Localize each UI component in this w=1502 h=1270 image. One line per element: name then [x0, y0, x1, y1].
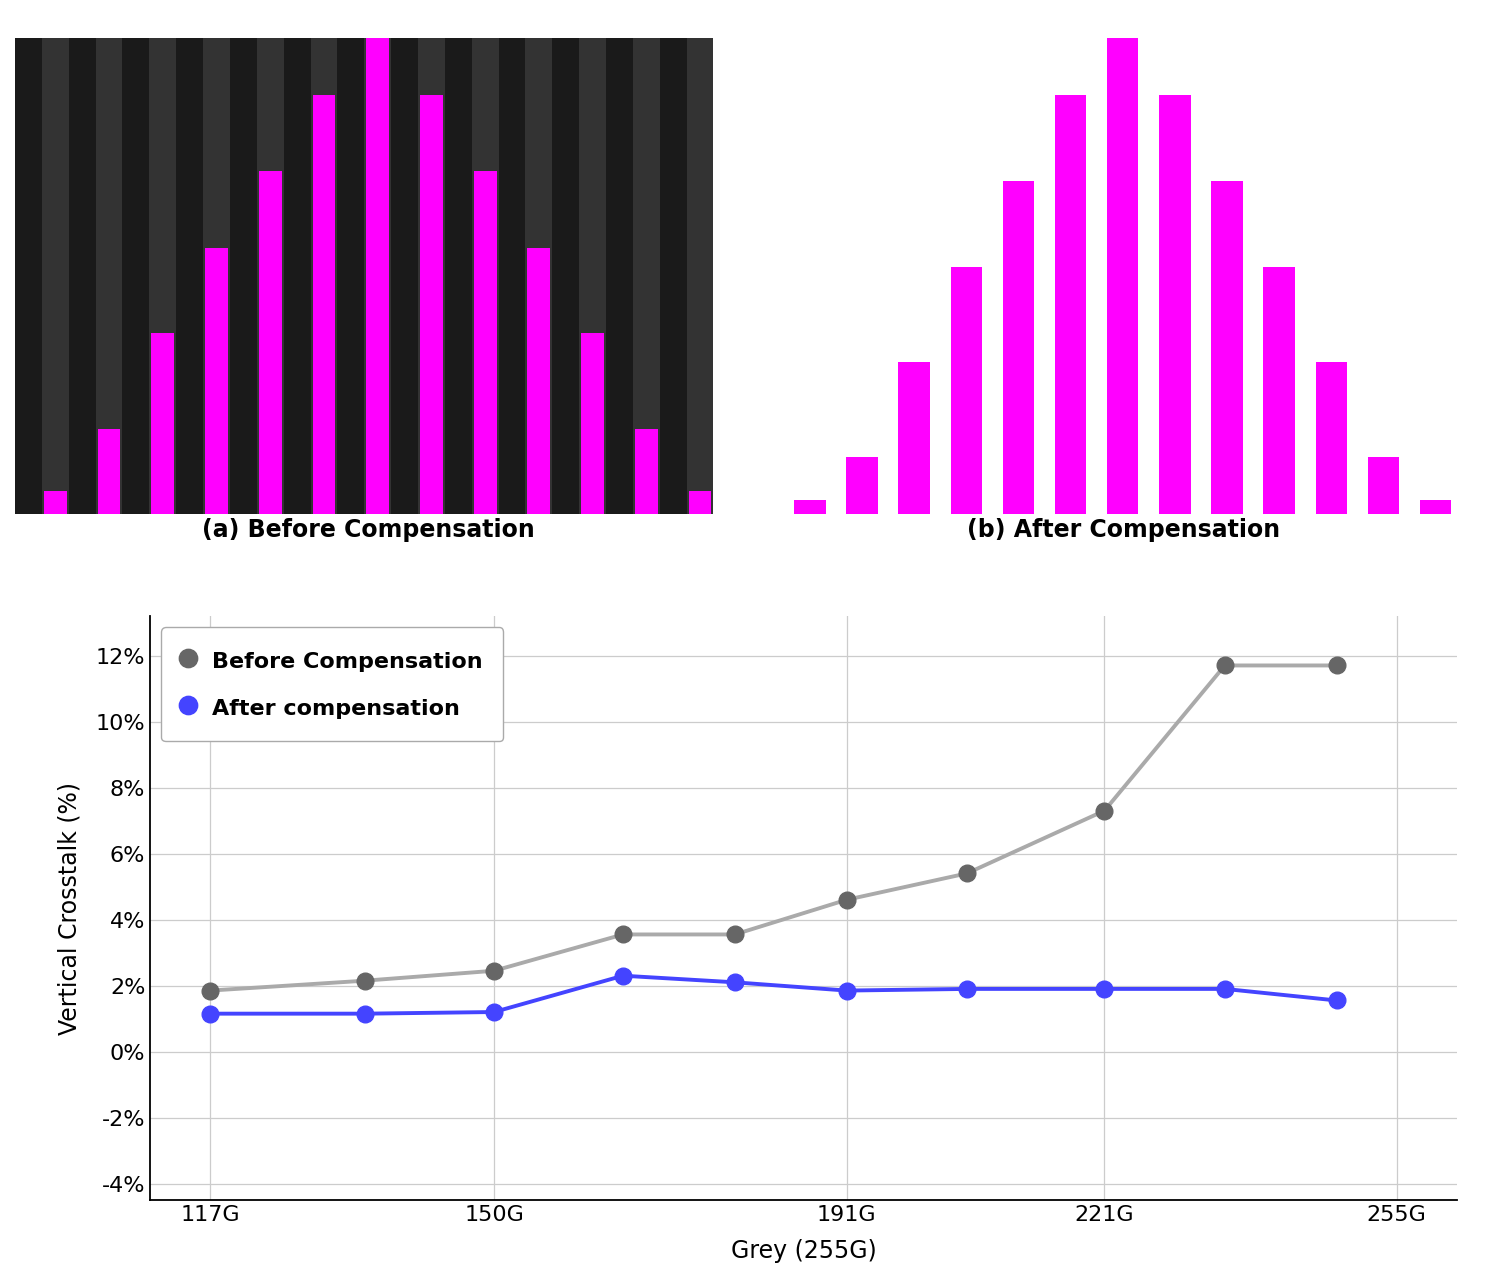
Before Compensation	[838, 893, 856, 908]
Bar	[42, 38, 69, 514]
Before Compensation	[201, 983, 219, 998]
Bar	[1160, 95, 1191, 514]
Bar	[635, 429, 658, 514]
Legend: Before Compensation, After compensation: Before Compensation, After compensation	[161, 627, 503, 742]
Bar	[632, 38, 659, 514]
After compensation	[614, 968, 632, 983]
Bar	[365, 38, 391, 514]
After compensation	[1328, 993, 1346, 1008]
Bar	[418, 38, 445, 514]
Bar	[98, 429, 120, 514]
Bar	[15, 38, 42, 514]
Bar	[688, 490, 712, 514]
X-axis label: Grey (255G): Grey (255G)	[730, 1240, 877, 1262]
Line: After compensation: After compensation	[203, 968, 1344, 1022]
Bar	[257, 38, 284, 514]
Bar	[499, 38, 526, 514]
Bar	[605, 38, 632, 514]
Bar	[898, 362, 930, 514]
Bar	[795, 500, 826, 514]
After compensation	[838, 983, 856, 998]
Bar	[421, 95, 443, 514]
Y-axis label: Vertical Crosstalk (%): Vertical Crosstalk (%)	[57, 781, 81, 1035]
Bar	[176, 38, 203, 514]
Line: Before Compensation: Before Compensation	[203, 657, 1344, 999]
Before Compensation	[485, 963, 503, 978]
Bar	[206, 248, 228, 514]
Bar	[284, 38, 311, 514]
Bar	[230, 38, 257, 514]
Bar	[581, 333, 604, 514]
Bar	[1316, 362, 1347, 514]
Before Compensation	[1215, 658, 1233, 673]
Before Compensation	[725, 927, 743, 942]
Bar	[951, 267, 982, 514]
Text: (b) After Compensation: (b) After Compensation	[967, 518, 1280, 542]
Bar	[258, 171, 282, 514]
After compensation	[485, 1005, 503, 1020]
Bar	[391, 38, 418, 514]
Before Compensation	[1328, 658, 1346, 673]
Bar	[69, 38, 96, 514]
Bar	[527, 248, 550, 514]
Bar	[1211, 182, 1242, 514]
Bar	[445, 38, 472, 514]
Bar	[553, 38, 580, 514]
Bar	[1263, 267, 1295, 514]
Bar	[311, 38, 338, 514]
Before Compensation	[356, 973, 374, 988]
Bar	[203, 38, 230, 514]
Bar	[686, 38, 713, 514]
After compensation	[1095, 982, 1113, 997]
After compensation	[356, 1006, 374, 1021]
After compensation	[1215, 982, 1233, 997]
Bar	[152, 333, 174, 514]
Bar	[1419, 500, 1451, 514]
Bar	[312, 95, 335, 514]
Before Compensation	[1095, 803, 1113, 818]
After compensation	[725, 974, 743, 989]
After compensation	[201, 1006, 219, 1021]
Bar	[1107, 38, 1139, 514]
Bar	[96, 38, 123, 514]
Before Compensation	[958, 866, 976, 881]
Bar	[338, 38, 365, 514]
Bar	[366, 38, 389, 514]
After compensation	[958, 982, 976, 997]
Bar	[659, 38, 686, 514]
Bar	[472, 38, 499, 514]
Bar	[123, 38, 149, 514]
Text: (a) Before Compensation: (a) Before Compensation	[201, 518, 535, 542]
Bar	[1054, 95, 1086, 514]
Bar	[1368, 457, 1400, 514]
Bar	[846, 457, 877, 514]
Bar	[149, 38, 176, 514]
Bar	[44, 490, 66, 514]
Bar	[473, 171, 497, 514]
Before Compensation	[614, 927, 632, 942]
Bar	[526, 38, 553, 514]
Bar	[1003, 182, 1035, 514]
Bar	[580, 38, 605, 514]
